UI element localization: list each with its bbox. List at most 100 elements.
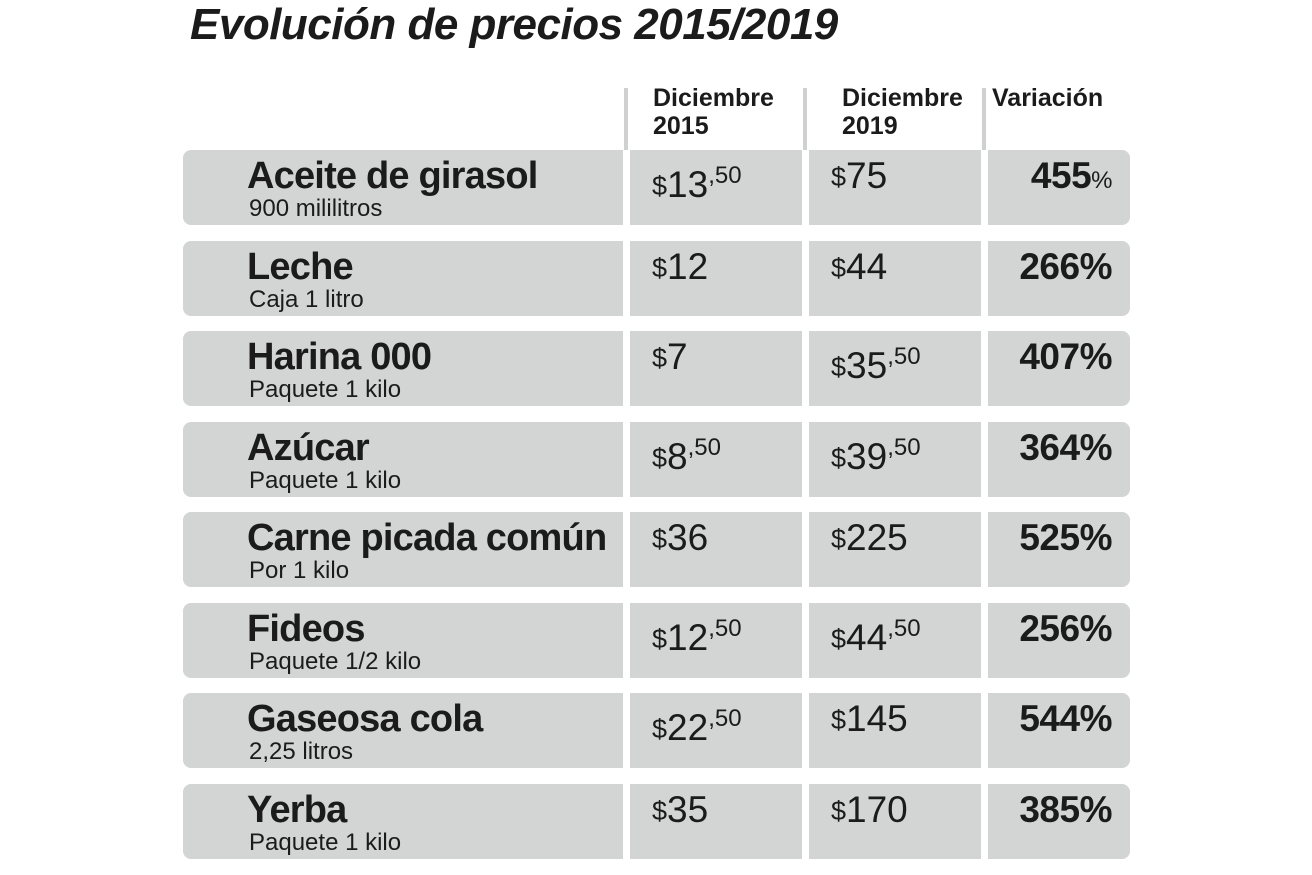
price-dic2019: $35,50 (831, 337, 921, 389)
table-row: Azúcar Paquete 1 kilo $8,50 $39,50 364% (183, 422, 1130, 497)
product-cell: Leche Caja 1 litro (183, 241, 623, 316)
percent-sign: % (1079, 608, 1113, 649)
price-dic2019: $44 (831, 247, 887, 290)
price-whole: 36 (667, 517, 709, 558)
price-dic2015: $13,50 (652, 156, 742, 208)
variation-number: 385 (1019, 789, 1080, 830)
price-dic2015: $12 (652, 247, 708, 290)
variation-cell: 544% (988, 693, 1130, 768)
price-whole: 44 (846, 246, 888, 287)
price-cell-dic2019: $145 (809, 693, 981, 768)
price-dic2019: $225 (831, 518, 908, 561)
header-divider (624, 88, 628, 150)
product-unit: Paquete 1 kilo (249, 829, 402, 856)
variation-number: 266 (1019, 246, 1080, 287)
variation-cell: 385% (988, 784, 1130, 859)
product-cell: Azúcar Paquete 1 kilo (183, 422, 623, 497)
product-unit: Caja 1 litro (249, 286, 364, 313)
price-whole: 13 (667, 164, 709, 205)
variation-value: 256% (1019, 609, 1112, 649)
product-cell: Aceite de girasol 900 mililitros (183, 150, 623, 225)
currency-symbol: $ (831, 443, 847, 473)
variation-value: 407% (1019, 337, 1112, 377)
variation-value: 364% (1019, 428, 1112, 468)
variation-number: 544 (1019, 698, 1080, 739)
product-cell: Yerba Paquete 1 kilo (183, 784, 623, 859)
price-whole: 35 (667, 789, 709, 830)
price-cell-dic2019: $35,50 (809, 331, 981, 406)
variation-number: 525 (1019, 517, 1080, 558)
price-whole: 12 (667, 246, 709, 287)
price-cell-dic2015: $12 (630, 241, 802, 316)
product-unit: Paquete 1 kilo (249, 376, 402, 403)
header-divider (982, 88, 986, 150)
currency-symbol: $ (652, 343, 668, 373)
percent-sign: % (1091, 167, 1112, 194)
variation-cell: 266% (988, 241, 1130, 316)
price-dic2015: $12,50 (652, 609, 742, 661)
price-whole: 35 (846, 345, 888, 386)
currency-symbol: $ (831, 162, 847, 192)
price-cents: ,50 (887, 615, 921, 642)
currency-symbol: $ (652, 253, 668, 283)
currency-symbol: $ (652, 714, 668, 744)
price-cents: ,50 (887, 434, 921, 461)
product-name: Aceite de girasol (247, 155, 538, 197)
product-cell: Fideos Paquete 1/2 kilo (183, 603, 623, 678)
table-row: Aceite de girasol 900 mililitros $13,50 $75… (183, 150, 1130, 225)
variation-cell: 525% (988, 512, 1130, 587)
chart-title: Evolución de precios 2015/2019 (190, 0, 838, 49)
price-whole: 22 (667, 707, 709, 748)
variation-number: 455 (1030, 155, 1092, 196)
price-dic2015: $7 (652, 337, 688, 380)
price-cell-dic2015: $36 (630, 512, 802, 587)
header-divider (803, 88, 807, 150)
price-cents: ,50 (708, 162, 742, 189)
price-cents: ,50 (887, 343, 921, 370)
table-row: Fideos Paquete 1/2 kilo $12,50 $44,50 256% (183, 603, 1130, 678)
header-dic2015-line2: 2015 (653, 112, 709, 140)
price-cell-dic2019: $39,50 (809, 422, 981, 497)
price-cell-dic2015: $13,50 (630, 150, 802, 225)
price-cell-dic2015: $7 (630, 331, 802, 406)
percent-sign: % (1079, 246, 1113, 287)
header-dic2019-line2: 2019 (842, 112, 898, 140)
product-name: Leche (247, 246, 354, 288)
variation-number: 256 (1019, 608, 1080, 649)
percent-sign: % (1079, 427, 1113, 468)
price-cents: ,50 (708, 705, 742, 732)
price-whole: 12 (667, 617, 709, 658)
price-whole: 39 (846, 436, 888, 477)
price-whole: 44 (846, 617, 888, 658)
header-dic2015: Diciembre 2015 (653, 84, 774, 140)
currency-symbol: $ (652, 524, 668, 554)
product-unit: Por 1 kilo (249, 557, 350, 584)
table-row: Carne picada común Por 1 kilo $36 $225 525% (183, 512, 1130, 587)
product-name: Harina 000 (247, 336, 432, 378)
variation-value: 455% (1030, 155, 1113, 201)
variation-number: 407 (1019, 336, 1080, 377)
price-dic2019: $145 (831, 699, 908, 742)
product-name: Gaseosa cola (247, 698, 483, 740)
price-cents: ,50 (687, 434, 721, 461)
variation-cell: 407% (988, 331, 1130, 406)
price-cell-dic2019: $225 (809, 512, 981, 587)
variation-cell: 455% (988, 150, 1130, 225)
price-cell-dic2019: $44,50 (809, 603, 981, 678)
price-whole: 170 (846, 789, 908, 830)
price-dic2019: $44,50 (831, 609, 921, 661)
variation-value: 525% (1019, 518, 1112, 558)
percent-sign: % (1079, 336, 1113, 377)
product-unit: Paquete 1 kilo (249, 467, 402, 494)
header-variation: Variación (992, 84, 1104, 112)
currency-symbol: $ (831, 705, 847, 735)
percent-sign: % (1079, 698, 1113, 739)
currency-symbol: $ (652, 624, 668, 654)
price-whole: 7 (667, 336, 688, 377)
price-cell-dic2019: $75 (809, 150, 981, 225)
variation-number: 364 (1019, 427, 1080, 468)
header-dic2015-line1: Diciembre (653, 84, 774, 112)
currency-symbol: $ (652, 796, 668, 826)
variation-cell: 256% (988, 603, 1130, 678)
percent-sign: % (1079, 517, 1113, 558)
